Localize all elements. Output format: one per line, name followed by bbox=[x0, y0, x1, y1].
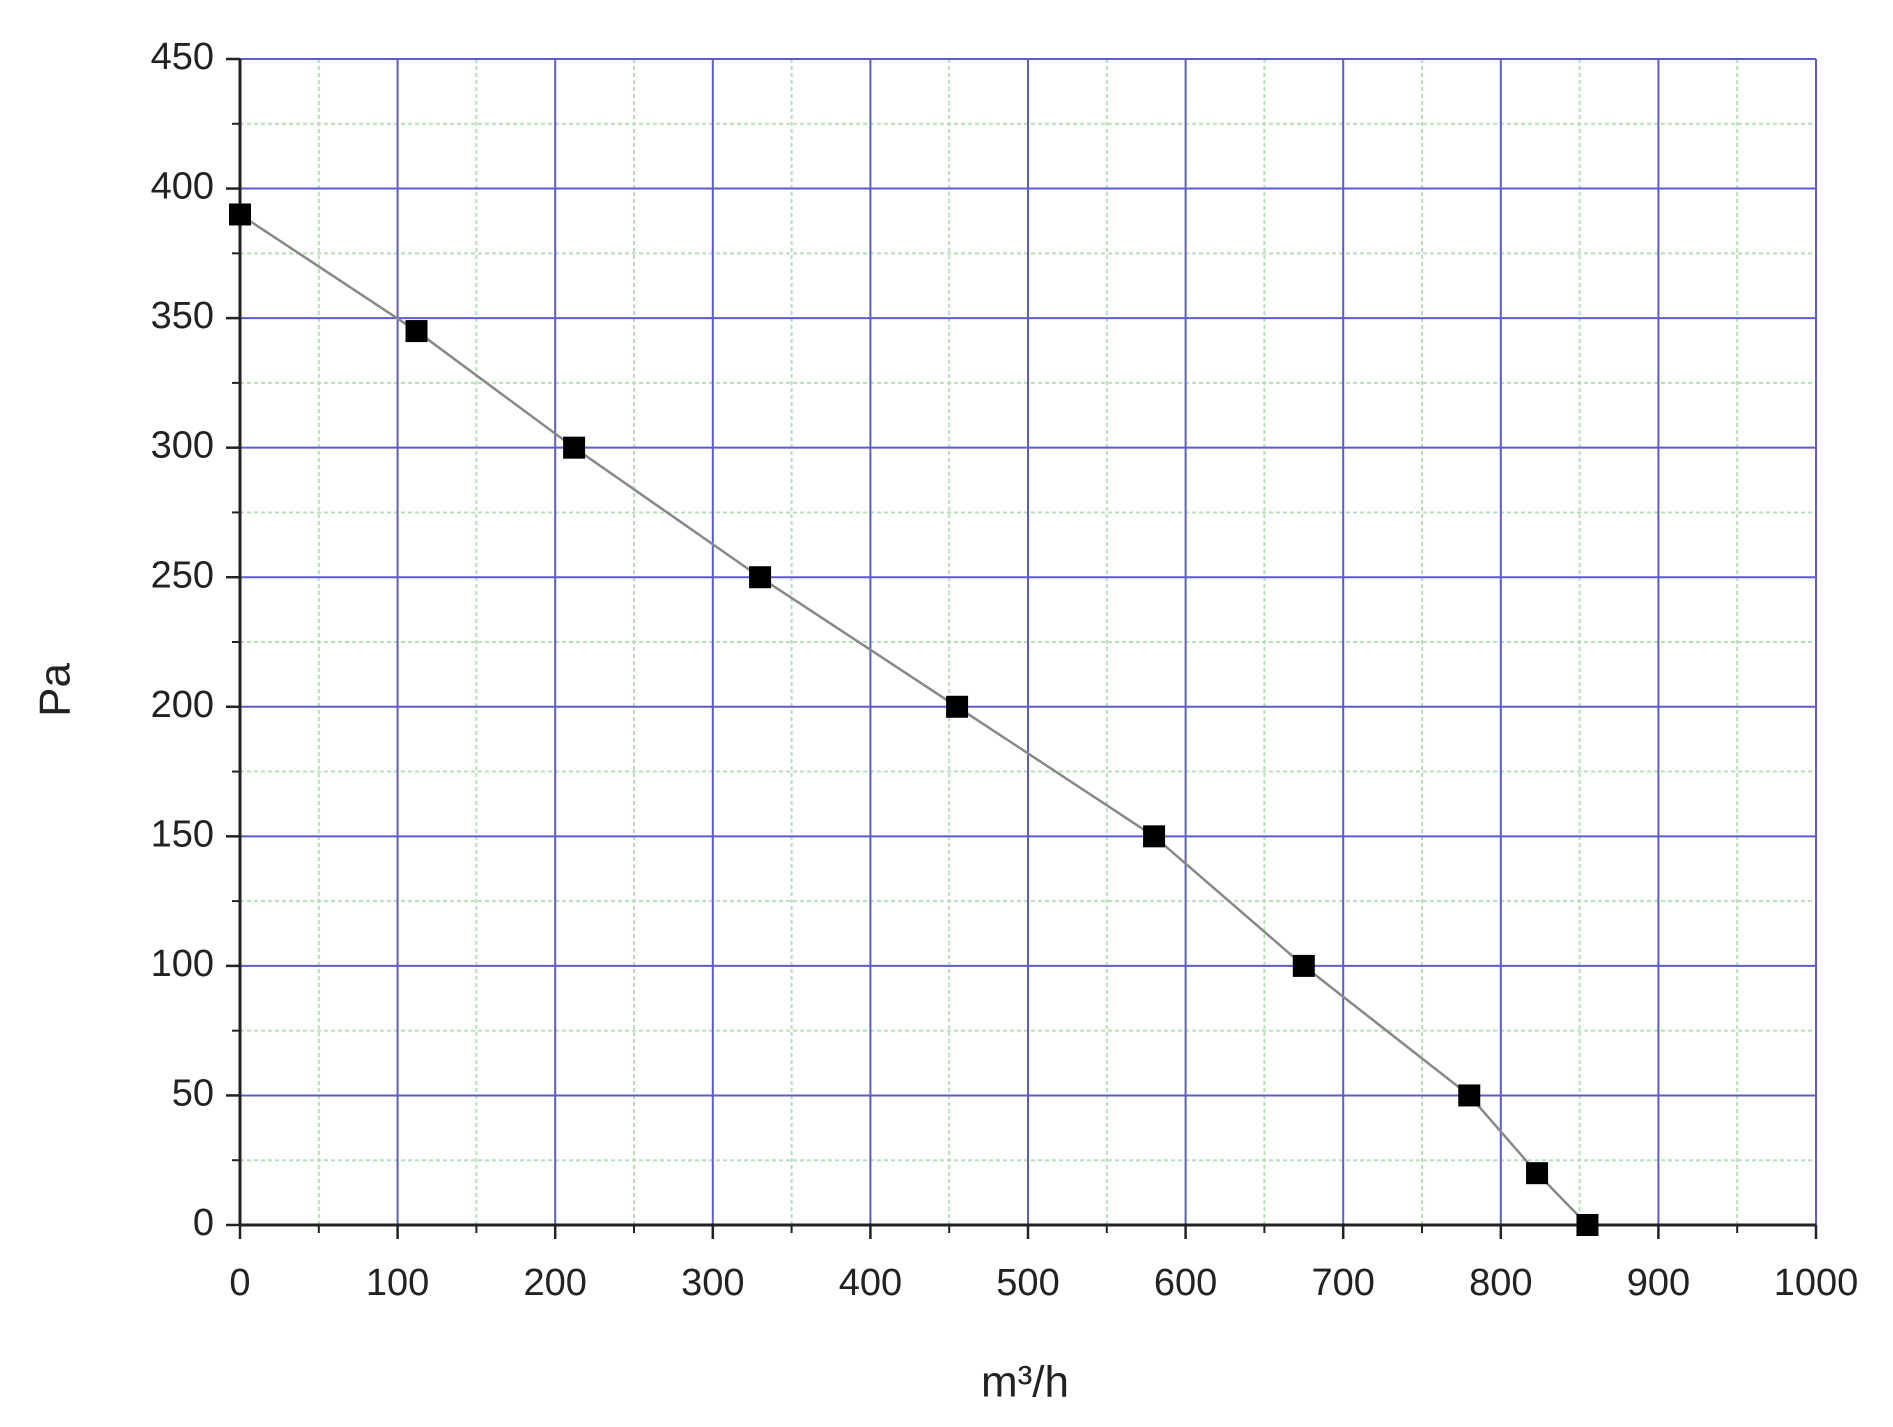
y-tick-label: 200 bbox=[151, 684, 214, 726]
x-tick-label: 900 bbox=[1627, 1262, 1690, 1304]
y-tick-label: 100 bbox=[151, 943, 214, 985]
x-tick-label: 600 bbox=[1154, 1262, 1217, 1304]
x-tick-label: 500 bbox=[996, 1262, 1059, 1304]
x-tick-label: 400 bbox=[839, 1262, 902, 1304]
x-tick-label: 100 bbox=[366, 1262, 429, 1304]
y-tick-label: 450 bbox=[151, 36, 214, 78]
x-tick-label: 1000 bbox=[1774, 1262, 1859, 1304]
marker bbox=[1576, 1214, 1599, 1236]
marker bbox=[946, 695, 969, 718]
x-axis-label: m³/h bbox=[981, 1358, 1069, 1407]
marker bbox=[229, 203, 251, 226]
y-axis-label: Pa bbox=[31, 663, 80, 717]
marker bbox=[405, 320, 428, 343]
marker bbox=[1292, 954, 1315, 977]
y-tick-label: 350 bbox=[151, 295, 214, 337]
x-tick-label: 800 bbox=[1469, 1262, 1532, 1304]
marker bbox=[1458, 1084, 1481, 1107]
marker bbox=[1526, 1162, 1549, 1185]
y-tick-label: 250 bbox=[151, 554, 214, 596]
x-tick-label: 0 bbox=[229, 1262, 250, 1304]
x-tick-label: 700 bbox=[1311, 1262, 1374, 1304]
x-tick-label: 200 bbox=[523, 1262, 586, 1304]
marker bbox=[749, 566, 772, 589]
y-tick-label: 300 bbox=[151, 425, 214, 467]
marker bbox=[1143, 825, 1166, 848]
y-tick-label: 150 bbox=[151, 813, 214, 855]
marker bbox=[563, 436, 586, 459]
y-tick-label: 400 bbox=[151, 166, 214, 208]
line bbox=[239, 213, 1589, 1226]
y-tick-label: 0 bbox=[193, 1202, 214, 1244]
y-tick-label: 50 bbox=[172, 1072, 214, 1114]
x-tick-label: 300 bbox=[681, 1262, 744, 1304]
